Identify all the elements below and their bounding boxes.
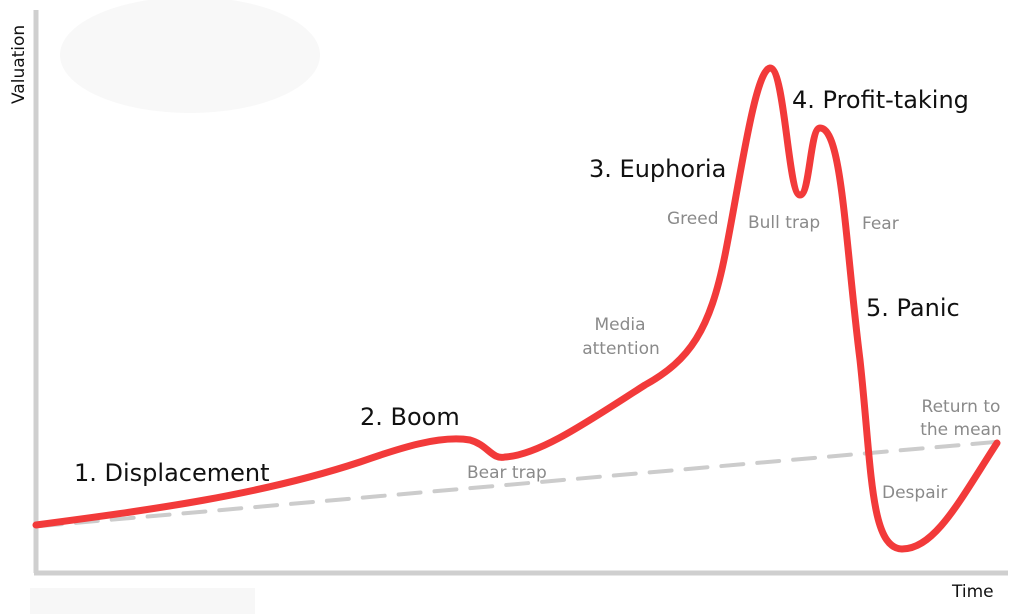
annotation-return-line1: Return to xyxy=(922,397,1001,417)
annotation-fear: Fear xyxy=(862,214,899,234)
bubble-cycle-curve xyxy=(32,64,1001,553)
background-strip xyxy=(30,588,255,614)
annotation-return-line2: the mean xyxy=(920,420,1002,440)
annotation-bull-trap: Bull trap xyxy=(748,213,820,233)
phase-label-boom: 2. Boom xyxy=(360,403,460,431)
phase-label-profit-taking: 4. Profit-taking xyxy=(792,86,969,114)
phase-label-euphoria: 3. Euphoria xyxy=(589,155,726,183)
phase-label-displacement: 1. Displacement xyxy=(74,459,270,487)
annotation-media-attention-line1: Media xyxy=(594,315,645,335)
x-axis-label: Time xyxy=(951,582,994,602)
phase-label-panic: 5. Panic xyxy=(866,294,960,322)
background-blob xyxy=(60,0,320,113)
y-axis-label: Valuation xyxy=(9,25,29,104)
annotation-media-attention-line2: attention xyxy=(582,339,660,359)
annotation-greed: Greed xyxy=(667,209,719,229)
annotation-despair: Despair xyxy=(882,483,947,503)
annotation-bear-trap: Bear trap xyxy=(467,463,547,483)
mean-trend-line xyxy=(38,440,997,528)
